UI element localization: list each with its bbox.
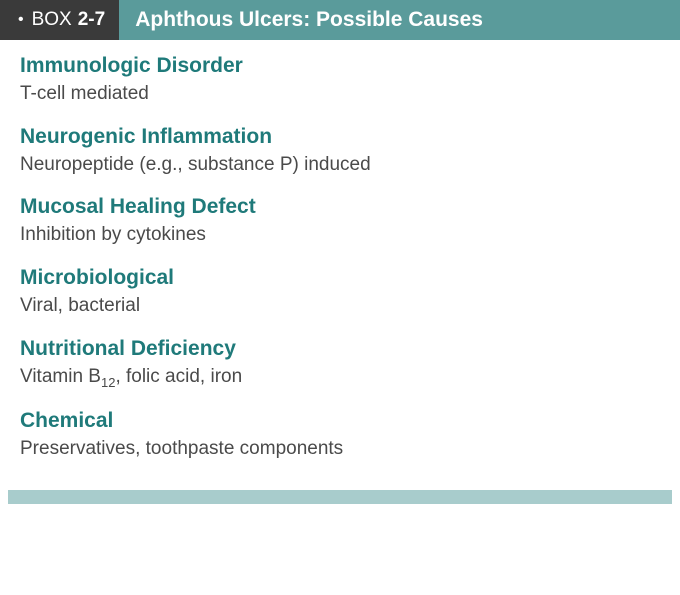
box-label: • BOX 2-7 bbox=[0, 0, 119, 40]
section-heading: Nutritional Deficiency bbox=[20, 337, 660, 361]
section-desc: Inhibition by cytokines bbox=[20, 223, 660, 248]
header-title: Aphthous Ulcers: Possible Causes bbox=[119, 0, 680, 40]
section: Mucosal Healing Defect Inhibition by cyt… bbox=[20, 195, 660, 248]
section: Immunologic Disorder T-cell mediated bbox=[20, 54, 660, 107]
bullet-icon: • bbox=[18, 11, 24, 29]
section: Chemical Preservatives, toothpaste compo… bbox=[20, 409, 660, 462]
content-area: Immunologic Disorder T-cell mediated Neu… bbox=[0, 40, 680, 490]
section-desc: Neuropeptide (e.g., substance P) induced bbox=[20, 153, 660, 178]
section: Neurogenic Inflammation Neuropeptide (e.… bbox=[20, 125, 660, 178]
section: Nutritional Deficiency Vitamin B12, foli… bbox=[20, 337, 660, 392]
footer-bar bbox=[8, 490, 672, 504]
box-header: • BOX 2-7 Aphthous Ulcers: Possible Caus… bbox=[0, 0, 680, 40]
section: Microbiological Viral, bacterial bbox=[20, 266, 660, 319]
section-desc: Viral, bacterial bbox=[20, 294, 660, 319]
section-desc: Preservatives, toothpaste components bbox=[20, 437, 660, 462]
section-heading: Immunologic Disorder bbox=[20, 54, 660, 78]
box-container: • BOX 2-7 Aphthous Ulcers: Possible Caus… bbox=[0, 0, 680, 504]
section-heading: Neurogenic Inflammation bbox=[20, 125, 660, 149]
section-desc: T-cell mediated bbox=[20, 82, 660, 107]
box-number: 2-7 bbox=[78, 9, 105, 31]
section-heading: Microbiological bbox=[20, 266, 660, 290]
section-heading: Chemical bbox=[20, 409, 660, 433]
box-word: BOX bbox=[32, 9, 72, 31]
section-desc: Vitamin B12, folic acid, iron bbox=[20, 365, 660, 392]
section-heading: Mucosal Healing Defect bbox=[20, 195, 660, 219]
